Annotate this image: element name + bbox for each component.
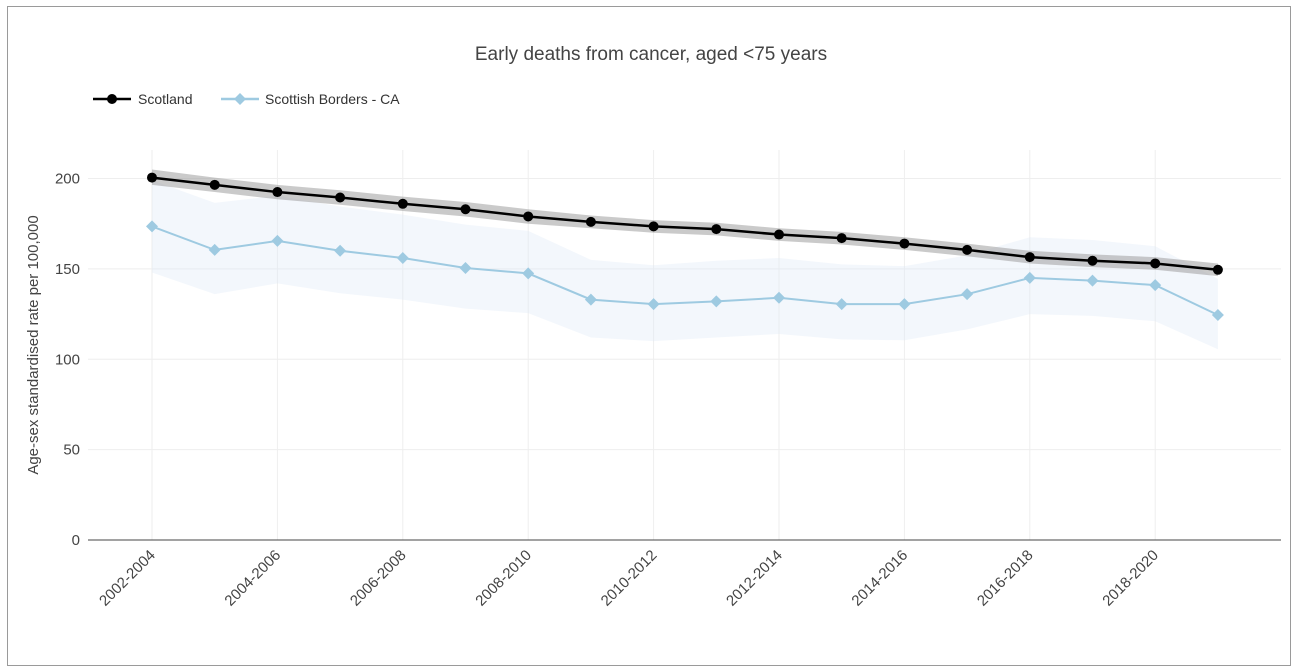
data-point[interactable] (648, 221, 659, 232)
data-point[interactable] (1212, 264, 1223, 275)
data-point[interactable] (1023, 271, 1036, 284)
data-point[interactable] (459, 261, 472, 274)
y-tick-label: 50 (63, 442, 80, 459)
data-point[interactable] (584, 293, 597, 306)
chart-svg: Early deaths from cancer, aged <75 years… (25, 44, 1281, 610)
data-point[interactable] (1211, 308, 1224, 321)
data-point[interactable] (711, 224, 722, 235)
legend: Scotland Scottish Borders - CA (93, 91, 400, 107)
data-point[interactable] (773, 291, 785, 304)
legend-marker-borders (234, 93, 246, 105)
data-point[interactable] (396, 252, 409, 265)
series-line (151, 225, 1219, 316)
x-tick-label: 2004-2006 (221, 547, 284, 610)
data-point[interactable] (272, 187, 283, 198)
data-point[interactable] (146, 220, 158, 233)
x-tick-label: 2008-2010 (472, 547, 535, 610)
data-point[interactable] (334, 244, 347, 257)
data-point[interactable] (898, 298, 911, 311)
data-point[interactable] (1150, 258, 1161, 269)
series-line (151, 176, 1219, 272)
y-tick-label: 0 (72, 532, 80, 549)
y-tick-label: 100 (55, 351, 80, 368)
data-point[interactable] (710, 295, 723, 308)
legend-marker-scotland (107, 94, 117, 104)
confidence-band (152, 180, 1218, 350)
y-tick-labels: 0 50 100 150 200 (55, 171, 80, 550)
x-tick-label: 2018-2020 (1099, 547, 1162, 610)
data-point[interactable] (585, 216, 596, 227)
y-axis-label: Age-sex standardised rate per 100,000 (25, 215, 42, 474)
data-point[interactable] (397, 198, 408, 209)
data-point[interactable] (835, 298, 848, 311)
chart-frame (7, 6, 1291, 666)
data-point[interactable] (1149, 279, 1162, 292)
legend-item-scotland[interactable]: Scotland (93, 91, 192, 107)
data-point[interactable] (460, 204, 471, 215)
data-point[interactable] (523, 211, 534, 222)
data-point[interactable] (836, 233, 847, 244)
legend-item-borders[interactable]: Scottish Borders - CA (221, 91, 400, 107)
data-point[interactable] (147, 172, 157, 183)
data-point[interactable] (962, 244, 973, 255)
x-tick-labels: 2002-2004 2004-2006 2006-2008 2008-2010 2010… (96, 547, 1162, 610)
x-tick-label: 2002-2004 (96, 547, 159, 610)
data-point[interactable] (961, 288, 974, 301)
y-tick-label: 150 (55, 261, 80, 278)
data-point[interactable] (1087, 255, 1098, 266)
x-tick-label: 2012-2014 (723, 547, 786, 610)
data-point[interactable] (899, 238, 910, 249)
chart-title: Early deaths from cancer, aged <75 years (475, 44, 827, 65)
series-markers (146, 172, 1224, 321)
series-lines (151, 176, 1219, 316)
data-point[interactable] (774, 229, 784, 240)
data-point[interactable] (522, 267, 535, 280)
legend-label-borders: Scottish Borders - CA (265, 91, 400, 107)
legend-label-scotland: Scotland (138, 91, 192, 107)
data-point[interactable] (647, 298, 660, 311)
data-point[interactable] (335, 192, 346, 203)
x-tick-label: 2010-2012 (598, 547, 661, 610)
data-point[interactable] (271, 234, 284, 247)
data-point[interactable] (208, 243, 221, 256)
data-point[interactable] (1086, 274, 1099, 287)
data-point[interactable] (209, 179, 220, 190)
x-tick-label: 2006-2008 (347, 547, 410, 610)
x-tick-label: 2016-2018 (974, 547, 1037, 610)
data-point[interactable] (1024, 252, 1035, 263)
x-tick-label: 2014-2016 (848, 547, 911, 610)
y-tick-label: 200 (55, 171, 80, 188)
